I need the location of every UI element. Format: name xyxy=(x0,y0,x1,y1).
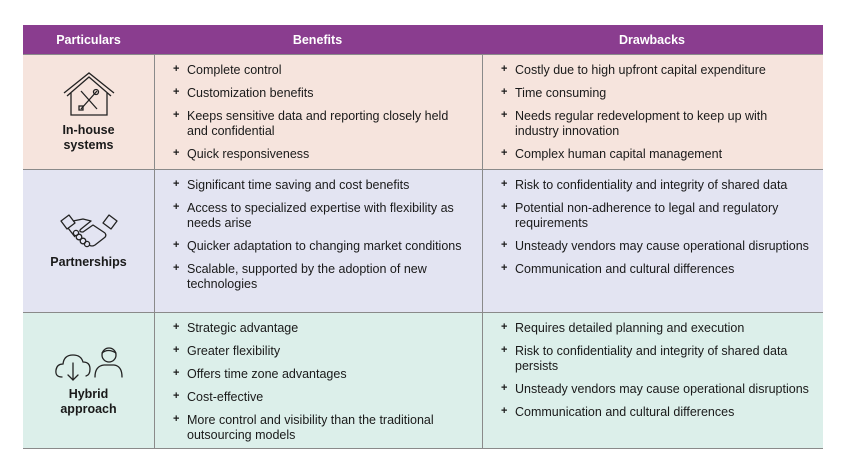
header-drawbacks: Drawbacks xyxy=(618,32,685,47)
drawbacks-cell: Risk to confidentiality and integrity of… xyxy=(483,170,823,312)
row-label: Hybrid approach xyxy=(60,386,117,416)
benefit-item: Complete control xyxy=(173,62,472,78)
benefit-item: Cost-effective xyxy=(173,389,472,405)
drawback-item: Communication and cultural differences xyxy=(501,261,813,277)
benefit-item: Access to specialized expertise with fle… xyxy=(173,200,472,231)
benefit-item: Quick responsiveness xyxy=(173,146,472,162)
benefit-item: Keeps sensitive data and reporting close… xyxy=(173,108,472,139)
drawbacks-cell: Requires detailed planning and execution… xyxy=(483,313,823,448)
particulars-cell: Hybrid approach xyxy=(23,313,155,448)
handshake-icon xyxy=(59,213,119,249)
drawback-item: Costly due to high upfront capital expen… xyxy=(501,62,813,78)
row-label: Partnerships xyxy=(50,254,127,269)
benefits-cell: Strategic advantage Greater flexibility … xyxy=(155,313,483,448)
drawback-item: Unsteady vendors may cause operational d… xyxy=(501,238,813,254)
drawback-item: Requires detailed planning and execution xyxy=(501,320,813,336)
particulars-cell: In-house systems xyxy=(23,55,155,169)
benefits-cell: Complete control Customization benefits … xyxy=(155,55,483,169)
header-benefits: Benefits xyxy=(292,32,343,47)
benefit-item: Quicker adaptation to changing market co… xyxy=(173,238,472,254)
drawback-item: Complex human capital management xyxy=(501,146,813,162)
benefits-cell: Significant time saving and cost benefit… xyxy=(155,170,483,312)
drawback-item: Unsteady vendors may cause operational d… xyxy=(501,381,813,397)
cloud-download-person-icon xyxy=(54,345,124,381)
benefit-item: Greater flexibility xyxy=(173,343,472,359)
comparison-table: Particulars Benefits Drawbacks In-house … xyxy=(23,25,823,449)
benefit-item: Customization benefits xyxy=(173,85,472,101)
table-row-in-house: In-house systems Complete control Custom… xyxy=(23,54,823,169)
drawback-item: Risk to confidentiality and integrity of… xyxy=(501,343,813,374)
drawback-item: Communication and cultural differences xyxy=(501,404,813,420)
benefit-item: Strategic advantage xyxy=(173,320,472,336)
drawback-item: Needs regular redevelopment to keep up w… xyxy=(501,108,813,139)
drawback-item: Potential non-adherence to legal and reg… xyxy=(501,200,813,231)
drawbacks-cell: Costly due to high upfront capital expen… xyxy=(483,55,823,169)
particulars-cell: Partnerships xyxy=(23,170,155,312)
table-header: Particulars Benefits Drawbacks xyxy=(23,25,823,54)
benefit-item: Significant time saving and cost benefit… xyxy=(173,177,472,193)
benefit-item: More control and visibility than the tra… xyxy=(173,412,472,443)
benefit-item: Offers time zone advantages xyxy=(173,366,472,382)
benefit-item: Scalable, supported by the adoption of n… xyxy=(173,261,472,292)
house-tools-icon xyxy=(62,71,116,117)
table-row-partnerships: Partnerships Significant time saving and… xyxy=(23,169,823,312)
table-row-hybrid: Hybrid approach Strategic advantage Grea… xyxy=(23,312,823,448)
header-particulars: Particulars xyxy=(56,32,121,47)
drawback-item: Time consuming xyxy=(501,85,813,101)
row-label: In-house systems xyxy=(62,123,115,152)
drawback-item: Risk to confidentiality and integrity of… xyxy=(501,177,813,193)
